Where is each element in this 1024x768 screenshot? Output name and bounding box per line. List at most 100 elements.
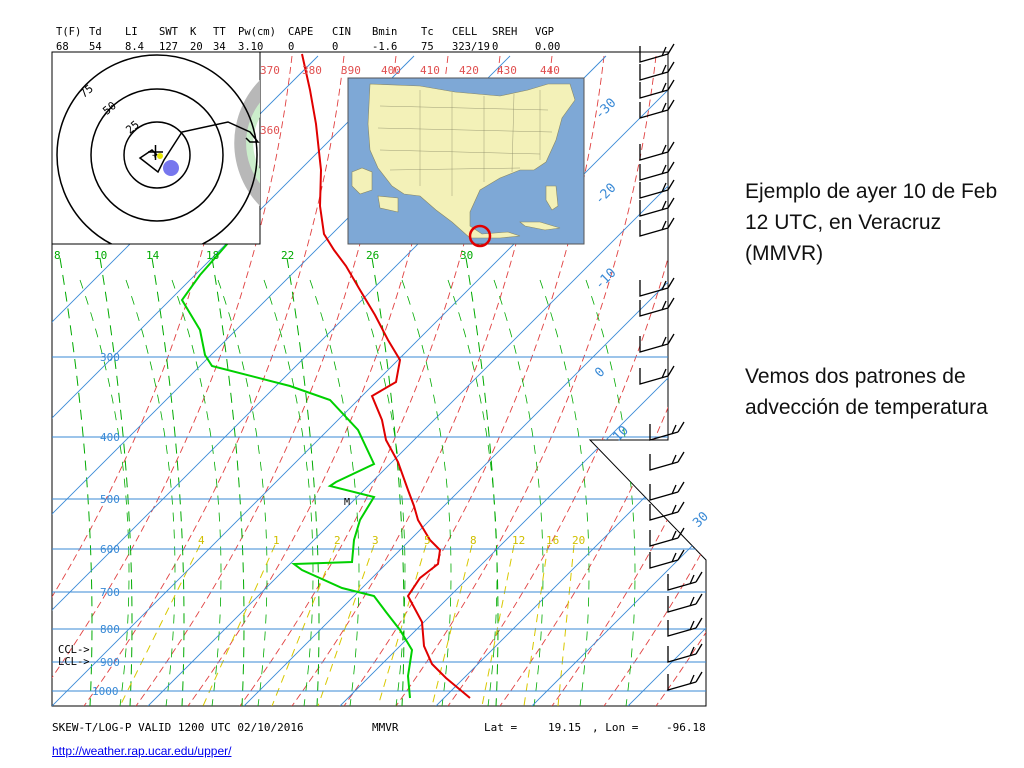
- moist-adiabat-line: [59, 257, 93, 706]
- mixing-ratio-labels: 4 1 2 3 5 8 12 16 20: [198, 534, 585, 547]
- index-value-13: 0.00: [535, 41, 560, 53]
- dewpoint-profile: [180, 53, 414, 699]
- index-header-10: Tc: [421, 26, 434, 38]
- wind-barb: [649, 501, 685, 521]
- dry-adiabat-line: [52, 55, 241, 706]
- theta-label-360: 360: [260, 124, 280, 137]
- theta-label-410: 410: [420, 64, 440, 77]
- wind-barb: [639, 99, 675, 119]
- index-header-13: VGP: [535, 26, 554, 38]
- index-value-5: 34: [213, 41, 226, 53]
- moist-adiabat-line: [447, 279, 498, 706]
- index-header-2: LI: [125, 26, 138, 38]
- moist-adiabat-line: [125, 279, 176, 706]
- moist-adiabat-line: [79, 279, 130, 706]
- index-value-6: 3.10: [238, 41, 263, 53]
- mixing-label-20: 20: [572, 534, 585, 547]
- storm-motion-marker: [163, 160, 179, 176]
- moist-adiabat-line: [493, 279, 544, 706]
- index-value-2: 8.4: [125, 41, 144, 53]
- temp-label-30: 30: [690, 509, 712, 531]
- wind-barb-staff: [649, 424, 679, 441]
- veracruz-highlight: [468, 224, 492, 248]
- dry-adiabat-line: [187, 55, 449, 706]
- footer-lat-value: 19.15: [548, 721, 581, 734]
- wind-barb: [667, 571, 703, 591]
- slide-paragraph-2: Vemos dos patrones de advección de tempe…: [745, 365, 988, 419]
- dry-adiabat-line: [135, 55, 397, 706]
- wind-barb-staff: [667, 574, 697, 591]
- mixing-label-16: 16: [546, 534, 559, 547]
- moist-adiabat-line: [171, 279, 222, 706]
- us-map-inset: [347, 77, 585, 248]
- isotherm-line: [52, 55, 703, 706]
- wind-barb: [667, 617, 703, 637]
- pressure-label-900: 900: [100, 656, 120, 669]
- theta-label-420: 420: [459, 64, 479, 77]
- mixing-label-5: 5: [424, 534, 431, 547]
- wind-barb: [649, 549, 685, 569]
- source-link[interactable]: http://weather.rap.ucar.edu/upper/: [52, 744, 232, 758]
- wind-barb-staff: [639, 200, 669, 217]
- footer-lat-label: Lat =: [484, 721, 517, 734]
- wind-barb-flag: [661, 61, 675, 75]
- wind-barb: [639, 61, 675, 81]
- wind-barb-staff: [639, 164, 669, 181]
- wind-barb-flag: [689, 593, 703, 607]
- mixing-label-12: 12: [512, 534, 525, 547]
- wind-barb-staff: [649, 530, 679, 547]
- moist-adiabats: [59, 257, 636, 706]
- dry-adiabat-line: [291, 55, 553, 706]
- wind-barb: [667, 593, 703, 613]
- pressure-label-800: 800: [100, 623, 120, 636]
- index-value-4: 20: [190, 41, 203, 53]
- theta-label-430: 430: [497, 64, 517, 77]
- wind-barb-flag: [689, 643, 703, 657]
- indices-header-row: T(F) Td LI SWT K TT Pw(cm) CAPE CIN Bmin Tc CELL SRE…: [56, 26, 554, 38]
- wind-barb-staff: [639, 64, 669, 81]
- mixing-ratio-line: [271, 544, 337, 706]
- wind-barb: [639, 79, 675, 99]
- wind-barb-staff: [639, 220, 669, 237]
- mixing-ratio-line: [317, 544, 375, 706]
- sounding-profiles: M: [180, 53, 471, 699]
- moist-adiabat-line: [151, 257, 185, 706]
- index-value-1: 54: [89, 41, 102, 53]
- wind-barb-staff: [639, 368, 669, 385]
- moist-adiabat-line: [263, 279, 314, 706]
- theta-label-400: 400: [381, 64, 401, 77]
- wind-barb-staff: [649, 552, 679, 569]
- level-marker: M: [344, 497, 350, 508]
- moist-adiabat-line: [217, 279, 268, 706]
- wind-barb-flag: [661, 333, 675, 347]
- wind-barb-staff: [667, 620, 697, 637]
- mixing-label-4: 4: [198, 534, 205, 547]
- wind-barb-staff: [649, 504, 679, 521]
- wind-barb-staff: [639, 182, 669, 199]
- isotherm-line: [243, 55, 706, 706]
- moist-label-14: 14: [146, 249, 160, 262]
- dry-adiabat-line: [447, 55, 706, 706]
- moist-label-30: 30: [460, 249, 473, 262]
- moist-adiabat-line: [355, 279, 406, 706]
- wind-barb-flag: [671, 481, 685, 495]
- wind-barb-flag: [671, 501, 685, 515]
- moist-label-8: 8: [54, 249, 61, 262]
- footer-title: SKEW-T/LOG-P VALID 1200 UTC 02/10/2016: [52, 721, 304, 734]
- footer-station: MMVR: [372, 721, 399, 734]
- indices-value-row: 68 54 8.4 127 20 34 3.10 0 0 -1.6 75 323/19 0 0.00: [56, 41, 560, 53]
- wind-barb: [639, 43, 675, 63]
- wind-barb: [649, 481, 685, 501]
- wind-barb: [649, 527, 685, 547]
- index-header-8: CIN: [332, 26, 351, 38]
- theta-label-440: 440: [540, 64, 560, 77]
- wind-barb-flag: [689, 671, 703, 685]
- wind-barb-flag: [661, 161, 675, 175]
- moist-adiabat-line: [539, 279, 590, 706]
- wind-barb-flag: [661, 43, 675, 57]
- moist-adiabat-line: [211, 257, 245, 706]
- wind-barb-staff: [639, 102, 669, 119]
- wind-barb: [639, 217, 675, 237]
- wind-barb-staff: [639, 144, 669, 161]
- moist-adiabat-labels: 8 10 14 18 22 26 30: [54, 249, 473, 262]
